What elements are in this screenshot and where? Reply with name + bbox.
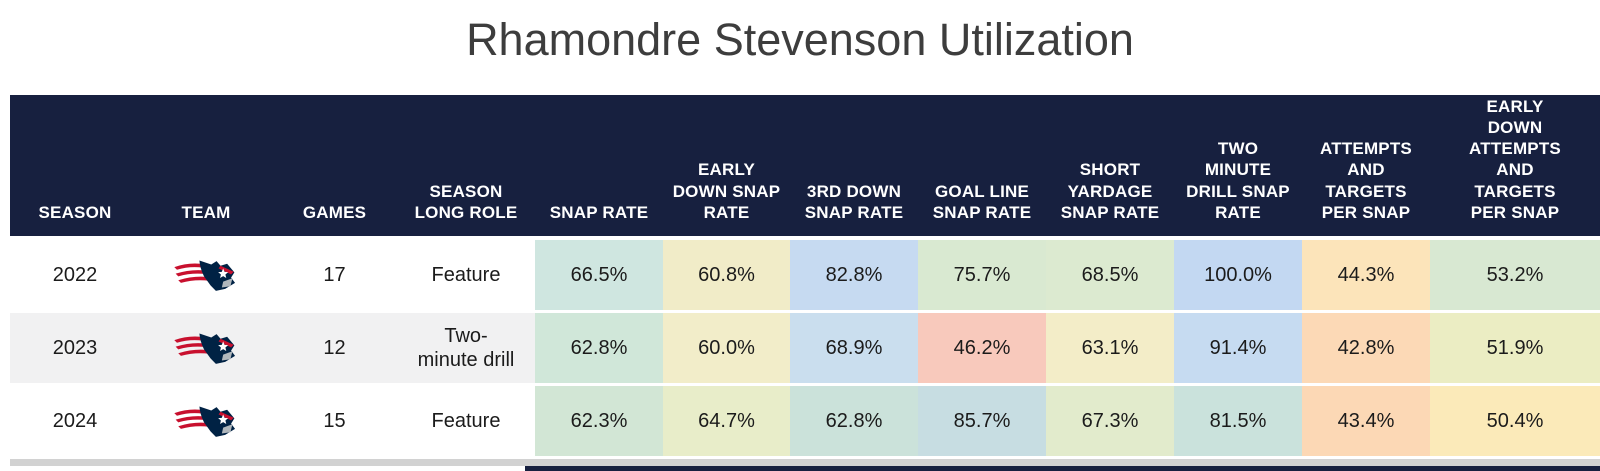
snap-rate-cell: 66.5% <box>535 238 663 313</box>
early-down-snap-rate-cell: 64.7% <box>663 384 790 459</box>
goal-line-snap-rate-cell: 46.2% <box>918 311 1046 386</box>
next-table-header-edge <box>525 466 1600 471</box>
goal-line-snap-rate-cell: 75.7% <box>918 238 1046 313</box>
early-down-attempts-targets-per-snap-cell: 53.2% <box>1430 238 1600 313</box>
utilization-table: SEASON TEAM GAMES SEASON LONG ROLE SNAP … <box>10 95 1600 459</box>
table-row-2024: 2024 <box>10 384 1600 459</box>
page-title: Rhamondre Stevenson Utilization <box>466 14 1134 65</box>
3rd-down-snap-rate-cell: 62.8% <box>790 384 918 459</box>
season-cell: 2024 <box>10 384 140 459</box>
role-cell: Two- minute drill <box>397 311 535 386</box>
col-header-snap-rate: SNAP RATE <box>535 95 663 240</box>
short-yardage-snap-rate-cell: 63.1% <box>1046 311 1174 386</box>
col-header-3rd-down-snap-rate: 3RD DOWN SNAP RATE <box>790 95 918 240</box>
team-cell <box>140 311 272 386</box>
utilization-table-grid: SEASON TEAM GAMES SEASON LONG ROLE SNAP … <box>10 95 1600 459</box>
role-cell: Feature <box>397 384 535 459</box>
attempts-targets-per-snap-cell: 43.4% <box>1302 384 1430 459</box>
col-header-season: SEASON <box>10 95 140 240</box>
two-minute-drill-snap-rate-cell: 81.5% <box>1174 384 1302 459</box>
role-cell: Feature <box>397 238 535 313</box>
table-row-2023: 2023 <box>10 311 1600 386</box>
team-cell <box>140 238 272 313</box>
goal-line-snap-rate-cell: 85.7% <box>918 384 1046 459</box>
table-row-2022: 2022 <box>10 238 1600 313</box>
col-header-two-minute-drill-snap-rate: TWO MINUTE DRILL SNAP RATE <box>1174 95 1302 240</box>
3rd-down-snap-rate-cell: 82.8% <box>790 238 918 313</box>
season-cell: 2022 <box>10 238 140 313</box>
col-header-early-down-attempts-targets-per-snap: EARLY DOWN ATTEMPTS AND TARGETS PER SNAP <box>1430 95 1600 240</box>
col-header-team: TEAM <box>140 95 272 240</box>
col-header-short-yardage-snap-rate: SHORT YARDAGE SNAP RATE <box>1046 95 1174 240</box>
col-header-attempts-targets-per-snap: ATTEMPTS AND TARGETS PER SNAP <box>1302 95 1430 240</box>
patriots-logo-icon <box>173 330 239 366</box>
early-down-snap-rate-cell: 60.8% <box>663 238 790 313</box>
two-minute-drill-snap-rate-cell: 100.0% <box>1174 238 1302 313</box>
col-header-goal-line-snap-rate: GOAL LINE SNAP RATE <box>918 95 1046 240</box>
early-down-attempts-targets-per-snap-cell: 50.4% <box>1430 384 1600 459</box>
two-minute-drill-snap-rate-cell: 91.4% <box>1174 311 1302 386</box>
games-cell: 17 <box>272 238 397 313</box>
snap-rate-cell: 62.3% <box>535 384 663 459</box>
early-down-attempts-targets-per-snap-cell: 51.9% <box>1430 311 1600 386</box>
patriots-logo-icon <box>173 257 239 293</box>
short-yardage-snap-rate-cell: 68.5% <box>1046 238 1174 313</box>
col-header-games: GAMES <box>272 95 397 240</box>
attempts-targets-per-snap-cell: 44.3% <box>1302 238 1430 313</box>
team-cell <box>140 384 272 459</box>
patriots-logo-icon <box>173 403 239 439</box>
col-header-season-long-role: SEASON LONG ROLE <box>397 95 535 240</box>
3rd-down-snap-rate-cell: 68.9% <box>790 311 918 386</box>
games-cell: 15 <box>272 384 397 459</box>
short-yardage-snap-rate-cell: 67.3% <box>1046 384 1174 459</box>
col-header-early-down-snap-rate: EARLY DOWN SNAP RATE <box>663 95 790 240</box>
snap-rate-cell: 62.8% <box>535 311 663 386</box>
season-cell: 2023 <box>10 311 140 386</box>
early-down-snap-rate-cell: 60.0% <box>663 311 790 386</box>
table-header-row: SEASON TEAM GAMES SEASON LONG ROLE SNAP … <box>10 95 1600 240</box>
horizontal-scrollbar[interactable] <box>10 459 1600 466</box>
attempts-targets-per-snap-cell: 42.8% <box>1302 311 1430 386</box>
games-cell: 12 <box>272 311 397 386</box>
